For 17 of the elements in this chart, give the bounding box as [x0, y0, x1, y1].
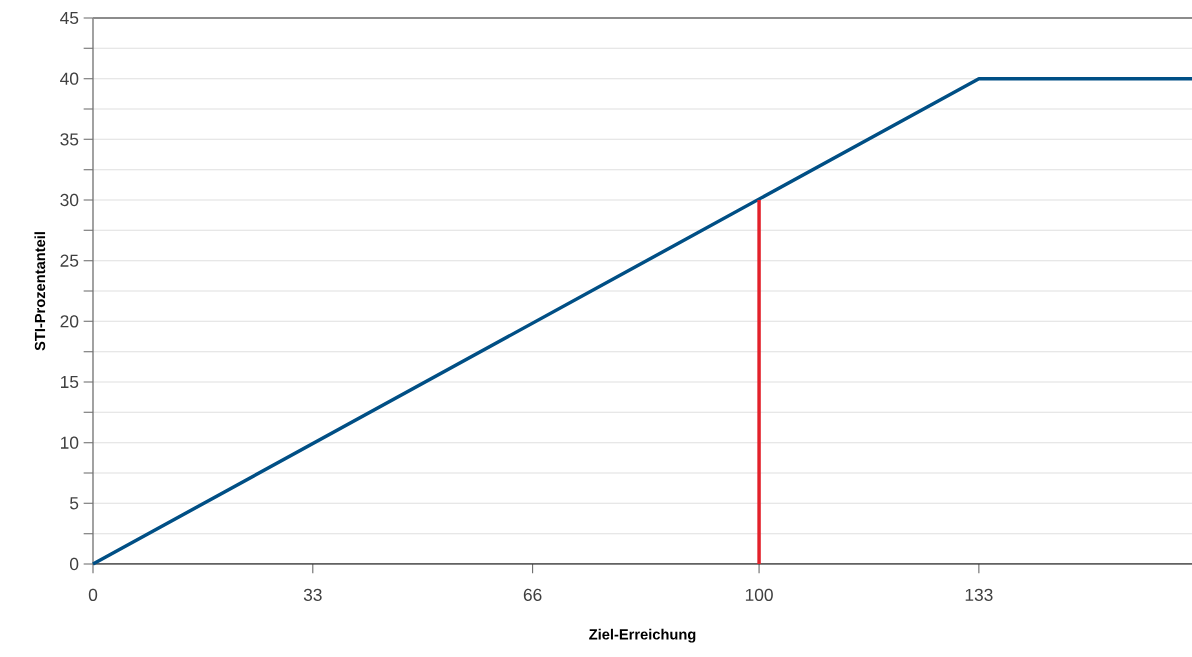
y-tick-label: 0 — [69, 557, 79, 571]
y-axis-title: STI-Prozentanteil — [34, 232, 46, 351]
y-tick-label: 35 — [60, 133, 79, 146]
x-tick-label: 33 — [303, 588, 322, 601]
x-tick-label: 66 — [523, 588, 542, 601]
y-tick-label: 10 — [61, 436, 79, 449]
x-tick-label: 0 — [88, 588, 98, 601]
y-tick-label: 40 — [60, 72, 79, 85]
x-axis-title: Ziel-Erreichung — [589, 628, 696, 643]
y-tick-label: 30 — [60, 193, 79, 207]
y-tick-label: 45 — [60, 11, 79, 25]
x-tick-label: 133 — [965, 588, 993, 601]
x-tick-label: 100 — [745, 588, 773, 601]
y-tick-label: 20 — [60, 315, 79, 328]
y-tick-label: 15 — [61, 375, 79, 389]
y-tick-label: 25 — [60, 254, 79, 267]
y-tick-label: 5 — [70, 497, 79, 510]
